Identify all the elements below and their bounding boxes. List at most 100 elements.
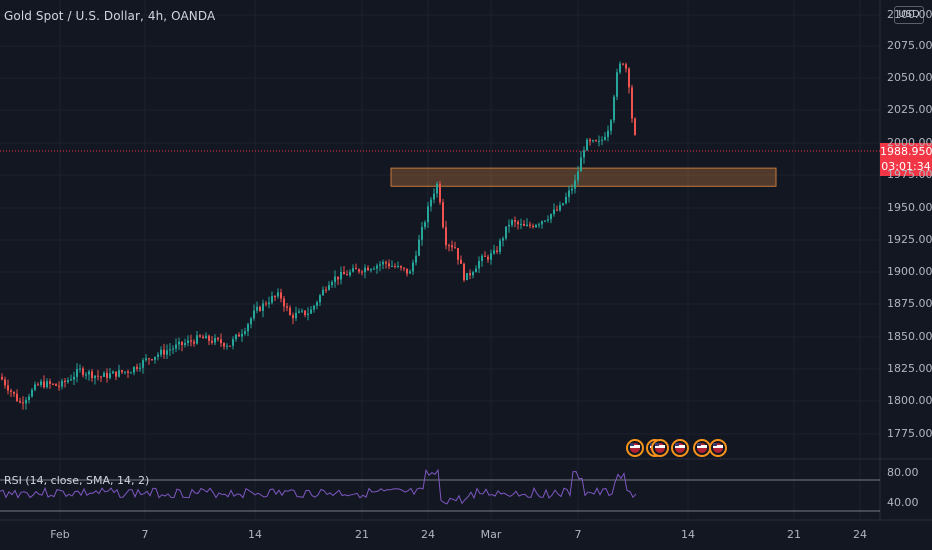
candle-body xyxy=(409,271,411,274)
candle-body xyxy=(148,358,150,360)
time-tick-label: Mar xyxy=(480,528,502,541)
price-tick-label: 1825.000 xyxy=(887,362,932,375)
candle-body xyxy=(139,367,141,369)
candle-body xyxy=(208,335,210,341)
candle-body xyxy=(415,255,417,263)
candle-body xyxy=(571,188,573,191)
candle-body xyxy=(265,303,267,305)
us-flag-event-icon xyxy=(630,445,640,448)
candle-body xyxy=(322,289,324,296)
candle-body xyxy=(13,391,15,394)
currency-badge[interactable]: USD xyxy=(894,6,924,24)
candle-body xyxy=(292,315,294,319)
candle-body xyxy=(61,380,63,387)
candle-body xyxy=(229,345,231,347)
candle-body xyxy=(328,285,330,290)
candle-body xyxy=(217,338,219,340)
candle-body xyxy=(43,381,45,388)
candle-body xyxy=(613,96,615,121)
candle-body xyxy=(574,180,576,189)
candle-body xyxy=(466,273,468,281)
price-tick-label: 1800.000 xyxy=(887,394,932,407)
candle-body xyxy=(226,345,228,347)
candle-body xyxy=(70,379,72,381)
candle-body xyxy=(76,369,78,377)
candle-body xyxy=(538,224,540,226)
candle-body xyxy=(28,396,30,400)
candle-body xyxy=(586,139,588,151)
candle-body xyxy=(172,348,174,350)
symbol-title[interactable]: Gold Spot / U.S. Dollar, 4h, OANDA xyxy=(4,9,216,23)
candle-body xyxy=(442,202,444,228)
candle-body xyxy=(349,271,351,276)
candle-body xyxy=(238,334,240,337)
candle-body xyxy=(454,247,456,249)
price-tick-label: 1875.000 xyxy=(887,297,932,310)
candle-body xyxy=(463,263,465,281)
candle-body xyxy=(10,390,12,392)
candle-body xyxy=(439,183,441,203)
candle-body xyxy=(514,220,516,222)
candle-body xyxy=(127,371,129,373)
time-tick-label: 24 xyxy=(853,528,867,541)
candle-body xyxy=(589,139,591,142)
candle-body xyxy=(133,366,135,373)
candle-body xyxy=(115,371,117,377)
candle-body xyxy=(58,385,60,387)
time-tick-label: Feb xyxy=(50,528,70,541)
candle-body xyxy=(478,260,480,269)
candle-body xyxy=(19,400,21,403)
candle-body xyxy=(286,306,288,308)
candle-body xyxy=(334,276,336,283)
candle-body xyxy=(223,343,225,347)
candle-body xyxy=(25,399,27,404)
candle-body xyxy=(7,385,9,391)
candle-body xyxy=(109,373,111,379)
candle-body xyxy=(445,227,447,246)
candle-body xyxy=(382,261,384,265)
candle-body xyxy=(163,349,165,355)
candle-body xyxy=(472,272,474,276)
candle-body xyxy=(181,341,183,345)
candle-body xyxy=(97,375,99,377)
candle-body xyxy=(544,220,546,222)
us-flag-event-icon xyxy=(655,445,665,448)
candle-body xyxy=(277,292,279,297)
candle-body xyxy=(211,340,213,343)
candle-body xyxy=(94,375,96,379)
price-tick-label: 2100.000 xyxy=(887,8,932,21)
candle-body xyxy=(82,368,84,376)
candle-body xyxy=(388,263,390,267)
time-tick-label: 7 xyxy=(574,528,582,541)
candle-body xyxy=(250,318,252,325)
candle-body xyxy=(385,261,387,264)
candle-body xyxy=(16,393,18,401)
candle-body xyxy=(343,271,345,275)
candle-body xyxy=(91,371,93,379)
candle-body xyxy=(535,225,537,228)
candle-body xyxy=(1,376,3,380)
candle-body xyxy=(619,63,621,73)
candle-body xyxy=(151,359,153,361)
candle-body xyxy=(289,307,291,316)
candle-body xyxy=(22,402,24,404)
candle-body xyxy=(559,205,561,211)
candle-body xyxy=(214,338,216,343)
candle-body xyxy=(553,209,555,215)
candle-body xyxy=(193,341,195,344)
candle-body xyxy=(397,265,399,267)
candle-body xyxy=(295,312,297,319)
rsi-indicator-label[interactable]: RSI (14, close, SMA, 14, 2) xyxy=(4,474,150,487)
candle-body xyxy=(448,245,450,247)
candle-body xyxy=(568,190,570,197)
candle-body xyxy=(418,239,420,256)
candle-body xyxy=(55,383,57,386)
candle-body xyxy=(40,381,42,385)
us-flag-event-icon xyxy=(713,443,717,446)
price-tick-label: 1775.000 xyxy=(887,427,932,440)
candle-body xyxy=(355,268,357,270)
candle-body xyxy=(175,344,177,349)
price-tick-label: 1975.000 xyxy=(887,168,932,181)
candle-body xyxy=(496,250,498,252)
